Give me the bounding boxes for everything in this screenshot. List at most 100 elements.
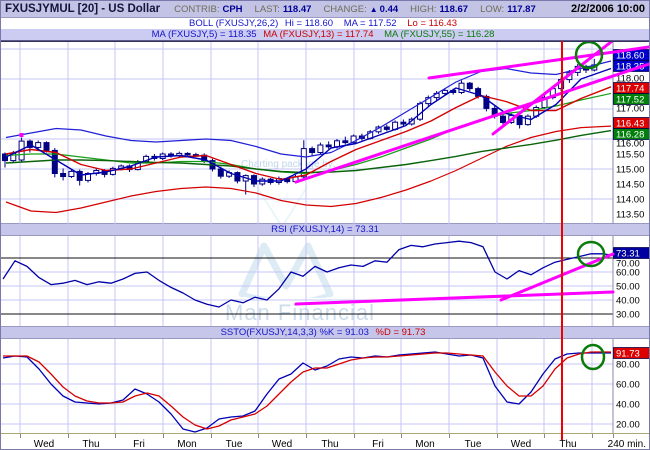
axis-tick [354,434,355,438]
svg-text:118.60: 118.60 [616,51,644,62]
svg-text:114.50: 114.50 [616,180,644,191]
time-cursor-line[interactable] [561,41,563,439]
axis-tick [20,434,21,438]
axis-tick [401,434,402,438]
ma55 [5,129,612,174]
trendline [294,290,615,306]
high-label: HIGH: [410,3,437,15]
day-label: Fri [372,439,384,450]
gridlines [1,339,614,433]
last-value: 118.47 [282,3,312,15]
ssto-d-header-text: %D = 91.73 [375,327,426,338]
svg-text:60.00: 60.00 [616,268,640,279]
day-label: Wed [33,439,55,450]
axis-tick [306,434,307,438]
signal-circle-annotation [580,343,606,371]
svg-text:117.74: 117.74 [616,84,644,95]
ma-readout-row: MA (FXUSJY,5) = 118.35 MA (FXUSJY,13) = … [1,29,649,41]
ssto-panel-svg: 80.00 60.00 40.00 20.00 91.73 [1,339,649,433]
svg-text:116.43: 116.43 [616,119,644,130]
time-axis: 240 min. Wed Thu Fri Mon Tue Wed Thu Fri Mon Tue W… [1,433,649,450]
ma13 [5,86,612,181]
ma55-value: MA (FXUSJY,55) = 116.28 [384,29,495,40]
svg-text:116.28: 116.28 [616,130,644,141]
rsi-line [2,240,612,308]
axis-tick [544,434,545,438]
day-label: Thu [82,439,100,450]
svg-text:114.00: 114.00 [616,195,644,206]
axis-tick [115,434,116,438]
price-chart-panel[interactable]: 118.00 117.00 116.00 115.50 115.00 114.50 114.… [1,41,649,224]
contrib-label: CONTRIB: [174,3,220,15]
svg-text:70.00: 70.00 [616,259,640,270]
price-labels: 80.00 60.00 40.00 20.00 91.73 [613,347,649,431]
svg-text:50.00: 50.00 [616,282,640,293]
low-label: LOW: [480,3,505,15]
svg-text:20.00: 20.00 [616,420,640,431]
svg-text:115.00: 115.00 [616,165,644,176]
axis-tick [449,434,450,438]
up-arrow-icon: ▲ [369,4,378,14]
svg-text:117.52: 117.52 [616,95,644,106]
trendline [499,252,615,302]
title-bar: FXUSJYMUL [20] - US Dollar CONTRIB: CPH … [1,1,649,18]
axis-tick [592,434,593,438]
ssto-k-header-text: SSTO(FXUSJY,14,3,3) %K = 91.03 [220,327,369,338]
svg-text:115.50: 115.50 [616,150,644,161]
axis-tick [211,434,212,438]
axis-tick [497,434,498,438]
ssto-percent-d [3,351,611,430]
last-label: LAST: [254,3,280,15]
svg-text:80.00: 80.00 [616,360,640,371]
svg-text:113.50: 113.50 [616,210,644,221]
day-label: Mon [415,439,435,450]
rsi-chart-panel[interactable]: 70.00 60.00 50.00 40.00 30.00 73.31 [1,236,649,326]
svg-text:73.31: 73.31 [616,249,640,260]
signal-circle-annotation [574,42,604,70]
boll-hi-value: Hi = 118.60 [284,18,334,29]
axis-tick [258,434,259,438]
svg-text:60.00: 60.00 [616,380,640,391]
high-value: 118.67 [439,3,469,15]
ma5 [5,67,612,182]
change-label: CHANGE: [323,3,367,15]
ssto-header-strip: SSTO(FXUSJY,14,3,3) %K = 91.03 %D = 91.7… [1,326,649,339]
svg-text:30.00: 30.00 [616,310,640,321]
change-value: 0.44 [379,3,399,15]
day-label: Thu [321,439,339,450]
axis-tick [68,434,69,438]
boll-ma-value: MA = 117.52 [343,18,397,29]
axis-tick [163,434,164,438]
rsi-header-strip: RSI (FXUSJY,14) = 73.31 [1,223,649,236]
svg-text:40.00: 40.00 [616,400,640,411]
symbol-title: FXUSJYMUL [20] - US Dollar [5,3,161,15]
ssto-chart-panel[interactable]: 80.00 60.00 40.00 20.00 91.73 [1,339,649,433]
ma5-value: MA (FXUSJY,5) = 118.35 [151,29,257,40]
datetime-stamp: 2/2/2006 10:00 [570,3,645,15]
day-label: Tue [225,439,243,450]
axis-tick [613,434,614,438]
day-label: Fri [133,439,145,450]
day-label: Thu [559,439,577,450]
signal-circle-annotation [576,240,606,268]
ma13-value: MA (FXUSJY,13) = 117.74 [263,29,374,40]
svg-text:91.73: 91.73 [616,349,640,360]
day-label: Wed [510,439,532,450]
svg-text:40.00: 40.00 [616,296,640,307]
day-label: Tue [464,439,482,450]
low-value: 117.87 [507,3,536,15]
trendline [491,42,613,136]
contrib-value: CPH [222,3,243,15]
bollinger-readout-row: BOLL (FXUSJY,26,2) Hi = 118.60 MA = 117.… [1,18,649,29]
trendline [427,45,649,80]
day-label: Mon [177,439,197,450]
trendline [294,62,649,184]
boll-lo-value: Lo = 116.43 [407,18,457,29]
gridlines [1,236,614,326]
period-label: 240 min. [607,439,646,450]
